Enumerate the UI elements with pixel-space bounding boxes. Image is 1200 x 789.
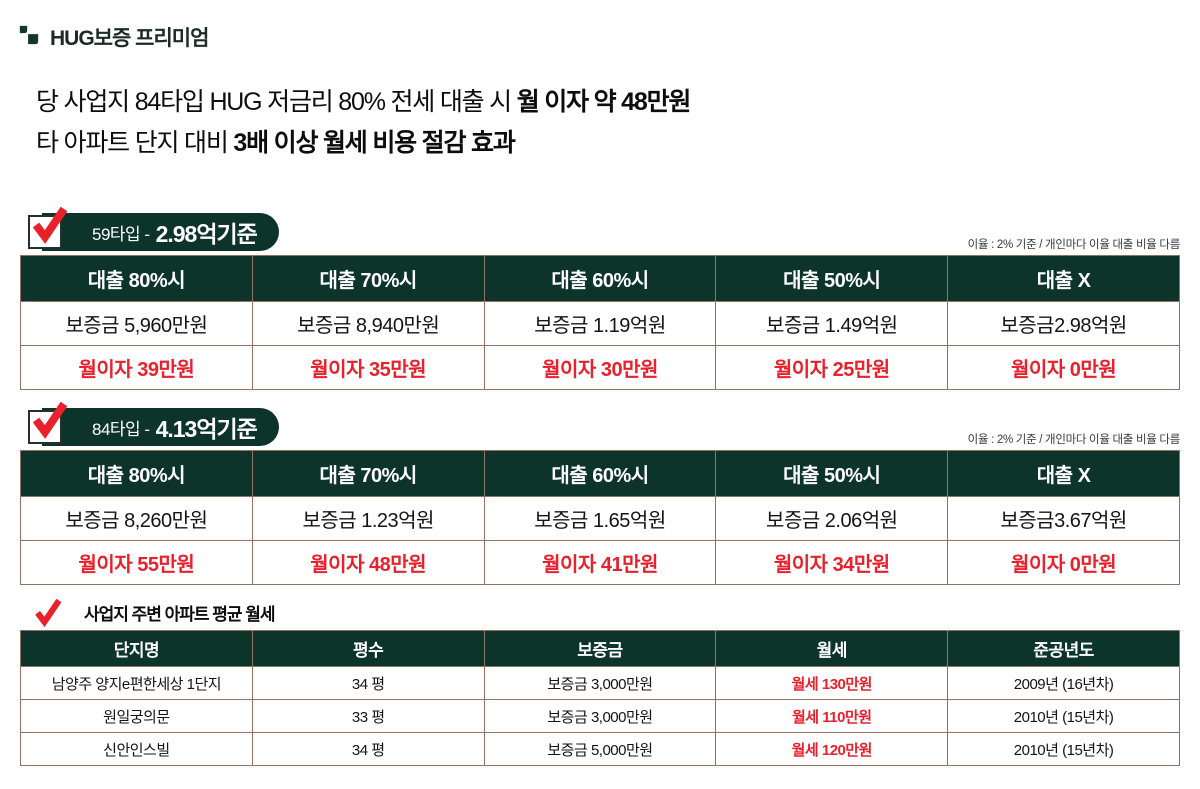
loan-table-84type: 대출 80%시 대출 70%시 대출 60%시 대출 50%시 대출 X 보증금… [20, 450, 1180, 585]
deposit-cell: 보증금 3,000만원 [483, 699, 717, 733]
nearby-section-header: 사업지 주변 아파트 평균 월세 [30, 596, 276, 628]
column-header: 월세 [715, 630, 949, 667]
interest-cell: 월이자 34만원 [715, 540, 949, 585]
column-header: 대출 60%시 [483, 255, 717, 302]
red-check-icon [32, 401, 68, 439]
table-header-row: 단지명 평수 보증금 월세 준공년도 [20, 630, 1180, 667]
column-header: 평수 [251, 630, 485, 667]
column-header: 보증금 [483, 630, 717, 667]
page-title: HUG보증 프리미엄 [50, 27, 209, 50]
badge-basis-label: 2.98억기준 [155, 221, 258, 247]
interest-row: 월이자 55만원 월이자 48만원 월이자 41만원 월이자 34만원 월이자 … [20, 540, 1180, 585]
intro-line-1: 당 사업지 84타입 HUG 저금리 80% 전세 대출 시 월 이자 약 48… [36, 88, 691, 116]
badge-type-label: 84타입 - [92, 419, 150, 439]
table-row: 원일궁의문 33 평 보증금 3,000만원 월세 110만원 2010년 (1… [20, 699, 1180, 733]
deposit-cell: 보증금3.67억원 [947, 496, 1180, 541]
complex-name-cell: 신안인스빌 [20, 732, 253, 766]
rate-note-1: 이율 : 2% 기준 / 개인마다 이율 대출 비율 다름 [967, 239, 1181, 251]
deposit-cell: 보증금 1.23억원 [251, 496, 485, 541]
column-header: 단지명 [20, 630, 253, 667]
deposit-cell: 보증금 8,940만원 [251, 301, 485, 346]
interest-cell: 월이자 48만원 [251, 540, 485, 585]
year-cell: 2010년 (15년차) [947, 699, 1180, 733]
interest-cell: 월이자 41만원 [483, 540, 717, 585]
interest-row: 월이자 39만원 월이자 35만원 월이자 30만원 월이자 25만원 월이자 … [20, 345, 1180, 390]
interest-cell: 월이자 0만원 [947, 345, 1180, 390]
column-header: 대출 80%시 [20, 255, 253, 302]
size-cell: 33 평 [251, 699, 485, 733]
intro-paragraph: 당 사업지 84타입 HUG 저금리 80% 전세 대출 시 월 이자 약 48… [36, 82, 691, 164]
brand-header: HUG보증 프리미엄 [18, 22, 209, 52]
loan-table-59type: 대출 80%시 대출 70%시 대출 60%시 대출 50%시 대출 X 보증금… [20, 255, 1180, 390]
interest-cell: 월이자 0만원 [947, 540, 1180, 585]
interest-cell: 월이자 25만원 [715, 345, 949, 390]
year-cell: 2009년 (16년차) [947, 666, 1180, 700]
rate-note-2: 이율 : 2% 기준 / 개인마다 이율 대출 비율 다름 [967, 434, 1181, 446]
column-header: 대출 70%시 [251, 255, 485, 302]
column-header: 대출 50%시 [715, 450, 949, 497]
deposit-cell: 보증금 1.65억원 [483, 496, 717, 541]
deposit-cell: 보증금 5,960만원 [20, 301, 253, 346]
deposit-cell: 보증금2.98억원 [947, 301, 1180, 346]
column-header: 대출 X [947, 450, 1180, 497]
table-row: 신안인스빌 34 평 보증금 5,000만원 월세 120만원 2010년 (1… [20, 732, 1180, 766]
intro-line-2: 타 아파트 단지 대비 3배 이상 월세 비용 절감 효과 [36, 129, 516, 157]
badge-59type-pill: 59타입 - 2.98억기준 [42, 213, 279, 251]
size-cell: 34 평 [251, 666, 485, 700]
interest-cell: 월이자 55만원 [20, 540, 253, 585]
rent-cell: 월세 130만원 [715, 666, 949, 700]
column-header: 대출 70%시 [251, 450, 485, 497]
column-header: 대출 X [947, 255, 1180, 302]
deposit-cell: 보증금 3,000만원 [483, 666, 717, 700]
complex-name-cell: 남양주 양지e편한세상 1단지 [20, 666, 253, 700]
interest-cell: 월이자 30만원 [483, 345, 717, 390]
badge-basis-label: 4.13억기준 [155, 416, 258, 442]
column-header: 대출 60%시 [483, 450, 717, 497]
badge-type-label: 59타입 - [92, 224, 150, 244]
table-header-row: 대출 80%시 대출 70%시 대출 60%시 대출 50%시 대출 X [20, 450, 1180, 497]
year-cell: 2010년 (15년차) [947, 732, 1180, 766]
deposit-cell: 보증금 1.19억원 [483, 301, 717, 346]
nearby-table: 단지명 평수 보증금 월세 준공년도 남양주 양지e편한세상 1단지 34 평 … [20, 630, 1180, 766]
nearby-section-title: 사업지 주변 아파트 평균 월세 [84, 604, 276, 624]
deposit-cell: 보증금 2.06억원 [715, 496, 949, 541]
size-cell: 34 평 [251, 732, 485, 766]
interest-cell: 월이자 39만원 [20, 345, 253, 390]
rent-cell: 월세 120만원 [715, 732, 949, 766]
column-header: 대출 80%시 [20, 450, 253, 497]
brand-logo-icon [18, 24, 40, 51]
deposit-cell: 보증금 1.49억원 [715, 301, 949, 346]
red-check-icon [32, 206, 68, 244]
badge-84type-pill: 84타입 - 4.13억기준 [42, 408, 279, 446]
red-check-icon [35, 598, 62, 628]
table-header-row: 대출 80%시 대출 70%시 대출 60%시 대출 50%시 대출 X [20, 255, 1180, 302]
column-header: 준공년도 [947, 630, 1180, 667]
deposit-cell: 보증금 5,000만원 [483, 732, 717, 766]
deposit-row: 보증금 8,260만원 보증금 1.23억원 보증금 1.65억원 보증금 2.… [20, 496, 1180, 541]
interest-cell: 월이자 35만원 [251, 345, 485, 390]
deposit-row: 보증금 5,960만원 보증금 8,940만원 보증금 1.19억원 보증금 1… [20, 301, 1180, 346]
complex-name-cell: 원일궁의문 [20, 699, 253, 733]
column-header: 대출 50%시 [715, 255, 949, 302]
table-row: 남양주 양지e편한세상 1단지 34 평 보증금 3,000만원 월세 130만… [20, 666, 1180, 700]
deposit-cell: 보증금 8,260만원 [20, 496, 253, 541]
rent-cell: 월세 110만원 [715, 699, 949, 733]
